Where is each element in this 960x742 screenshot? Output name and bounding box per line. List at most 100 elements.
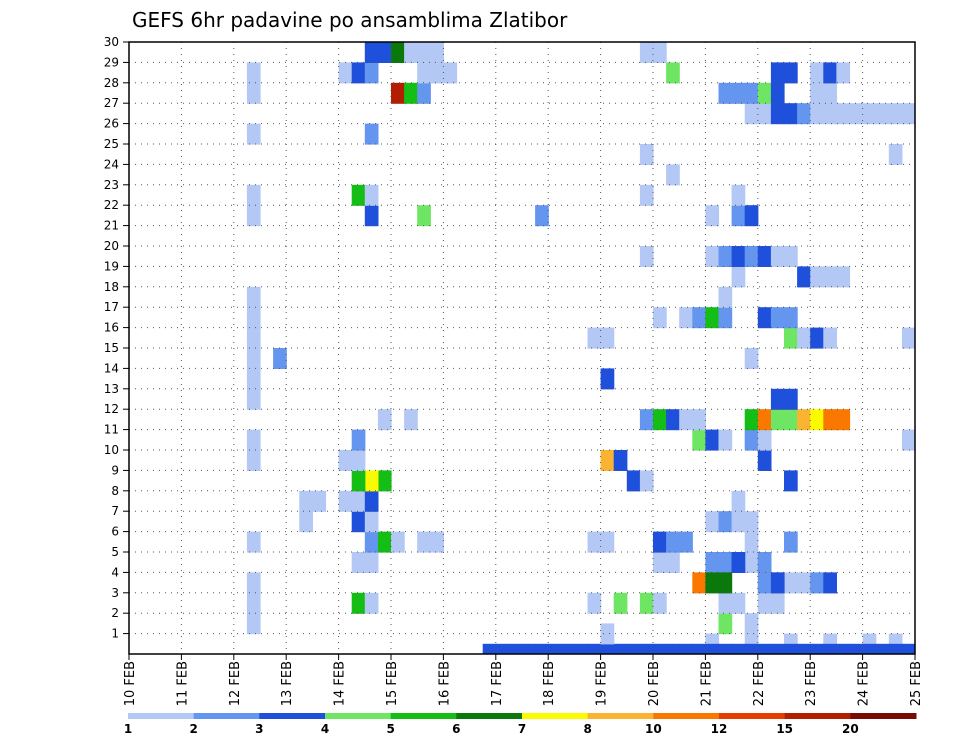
- heatmap-cell: [246, 184, 261, 206]
- heatmap-cell: [797, 103, 811, 125]
- heatmap-cell: [639, 246, 654, 267]
- x-tick-label: 12 FEB: [228, 661, 243, 706]
- heatmap-cell: [784, 531, 798, 553]
- heatmap-cell: [522, 643, 536, 654]
- heatmap-cell: [784, 327, 798, 349]
- heatmap-cell: [600, 623, 615, 645]
- heatmap-cell: [666, 552, 680, 573]
- heatmap-cell: [653, 307, 667, 329]
- y-tick-label: 25: [104, 137, 119, 151]
- grid-lines: [129, 42, 915, 654]
- heatmap-cell: [653, 42, 667, 63]
- heatmap-cell: [679, 307, 693, 329]
- heatmap-cell: [613, 643, 628, 654]
- y-tick-label: 5: [111, 545, 119, 559]
- y-tick-label: 28: [104, 76, 119, 90]
- heatmap-cell: [653, 409, 667, 431]
- heatmap-cell: [770, 572, 785, 594]
- heatmap-cell: [600, 368, 615, 390]
- heatmap-cell: [482, 643, 497, 654]
- heatmap-cell: [391, 42, 405, 63]
- heatmap-cell: [417, 205, 431, 227]
- heatmap-cell: [626, 470, 641, 492]
- heatmap-cell: [718, 511, 733, 533]
- legend-swatch: [587, 713, 654, 719]
- heatmap-cell: [731, 552, 746, 573]
- heatmap-cell: [705, 572, 720, 594]
- y-tick-label: 17: [104, 300, 119, 314]
- heatmap-cell: [836, 103, 851, 125]
- heatmap-cell: [770, 307, 785, 329]
- heatmap-cell: [639, 42, 654, 63]
- heatmap-cell: [692, 307, 706, 329]
- heatmap-cell: [784, 643, 798, 654]
- heatmap-cell: [757, 552, 772, 573]
- legend-swatch: [456, 713, 523, 719]
- heatmap-cell: [810, 409, 824, 431]
- heatmap-cell: [404, 409, 418, 431]
- legend-label: 4: [321, 722, 329, 736]
- heatmap-cell: [692, 409, 706, 431]
- legend-swatch: [522, 713, 589, 719]
- heatmap-cell: [377, 42, 392, 63]
- heatmap-cell: [246, 368, 261, 390]
- heatmap-cell: [600, 643, 615, 654]
- heatmap-cell: [770, 62, 785, 84]
- y-tick-label: 22: [104, 198, 119, 212]
- heatmap-cell: [901, 103, 915, 125]
- heatmap-cell: [351, 184, 366, 206]
- heatmap-cell: [246, 388, 261, 410]
- heatmap-cell: [823, 572, 837, 594]
- y-tick-label: 7: [111, 504, 119, 518]
- y-tick-label: 30: [104, 35, 119, 49]
- heatmap-cell: [692, 643, 706, 654]
- legend-swatch: [653, 713, 720, 719]
- heatmap-cell: [587, 531, 602, 553]
- y-axis: 1234567891011121314151617181920212223242…: [104, 35, 129, 641]
- heatmap-cell: [757, 450, 772, 471]
- heatmap-cell: [784, 103, 798, 125]
- heatmap-cell: [731, 511, 746, 533]
- legend-label: 2: [189, 722, 197, 736]
- legend-swatch: [259, 713, 326, 719]
- heatmap-cell: [246, 450, 261, 471]
- legend-label: 10: [645, 722, 662, 736]
- y-tick-label: 6: [111, 525, 119, 539]
- x-tick-label: 19 FEB: [595, 661, 610, 706]
- heatmap-cell: [705, 246, 720, 267]
- y-tick-label: 11: [104, 423, 119, 437]
- heatmap-cell: [679, 531, 693, 553]
- heatmap-cell: [417, 82, 431, 104]
- heatmap-cell: [430, 531, 444, 553]
- x-axis: 10 FEB 11 FEB 12 FEB 13 FEB 14 FEB 15 FEB 16 F…: [123, 654, 924, 706]
- heatmap-cell: [391, 531, 405, 553]
- heatmap-cell: [443, 62, 458, 84]
- heatmap-cell: [351, 511, 366, 533]
- heatmap-cell: [246, 82, 261, 104]
- heatmap-cell: [731, 490, 746, 512]
- heatmap-cell: [718, 286, 733, 308]
- heatmap-cell: [836, 266, 851, 288]
- heatmap-cell: [338, 450, 353, 471]
- heatmap-cell: [770, 246, 785, 267]
- heatmap-cell: [430, 42, 444, 63]
- legend-swatch: [719, 713, 786, 719]
- heatmap-cell: [377, 531, 392, 553]
- heatmap-cell: [666, 643, 680, 654]
- heatmap-cell: [364, 490, 379, 512]
- heatmap-cell: [705, 429, 720, 451]
- x-tick-label: 16 FEB: [437, 661, 452, 706]
- heatmap-cell: [587, 592, 602, 614]
- heatmap-cell: [508, 643, 523, 654]
- heatmap-cell: [653, 552, 667, 573]
- y-tick-label: 15: [104, 341, 119, 355]
- heatmap-cell: [836, 409, 851, 431]
- heatmap-cell: [784, 307, 798, 329]
- heatmap-cell: [364, 42, 379, 63]
- y-tick-label: 2: [111, 606, 119, 620]
- heatmap-cell: [679, 643, 693, 654]
- heatmap-cell: [757, 246, 772, 267]
- heatmap-cell: [312, 490, 327, 512]
- heatmap-cell: [246, 613, 261, 635]
